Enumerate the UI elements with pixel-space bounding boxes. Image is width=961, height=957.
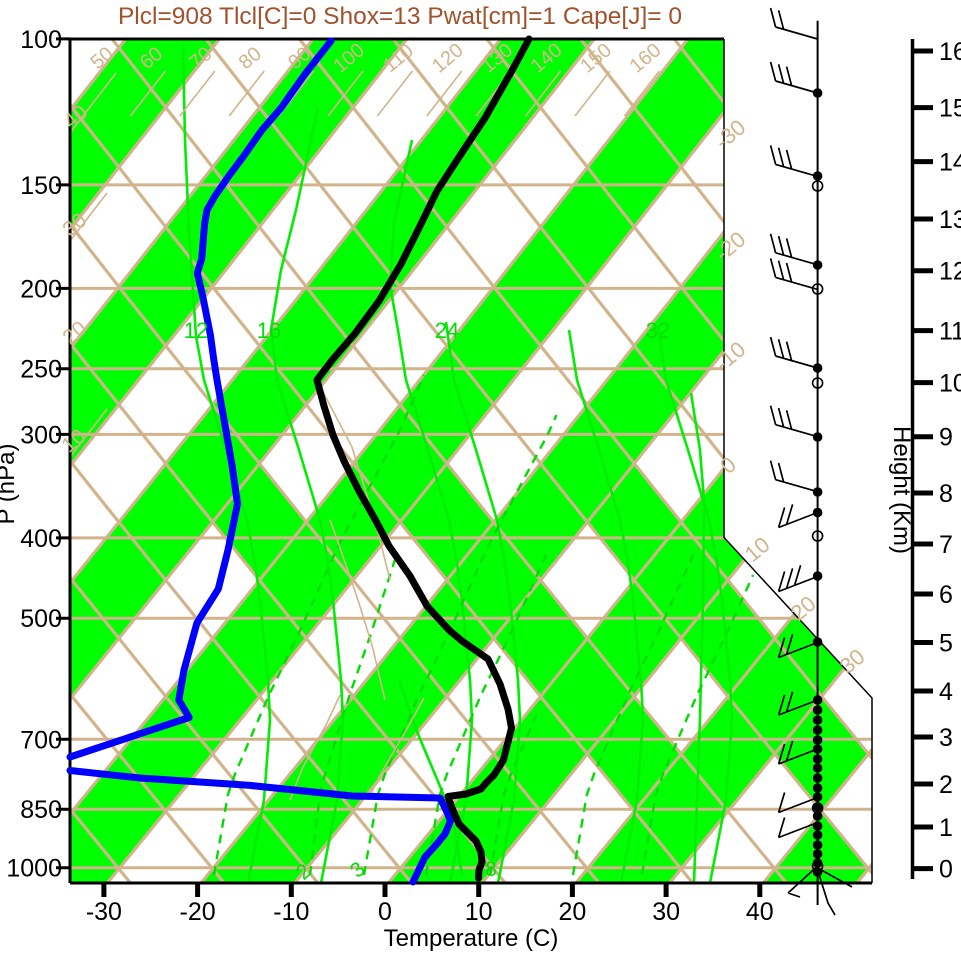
svg-text:P (hPa): P (hPa) <box>0 444 20 525</box>
svg-text:0: 0 <box>939 856 953 884</box>
svg-text:4: 4 <box>939 678 953 706</box>
svg-text:5: 5 <box>939 630 953 658</box>
svg-text:Temperature (C): Temperature (C) <box>384 925 559 952</box>
svg-text:-20: -20 <box>180 898 216 926</box>
svg-text:12: 12 <box>184 318 208 343</box>
svg-text:400: 400 <box>20 525 62 553</box>
svg-text:10: 10 <box>939 370 961 398</box>
svg-text:250: 250 <box>20 356 62 384</box>
svg-text:700: 700 <box>20 726 62 754</box>
svg-text:15: 15 <box>939 95 961 123</box>
svg-text:850: 850 <box>20 796 62 824</box>
svg-text:2: 2 <box>939 771 953 799</box>
svg-text:3: 3 <box>939 724 953 752</box>
svg-text:100: 100 <box>20 26 62 54</box>
svg-text:6: 6 <box>939 581 953 609</box>
svg-text:11: 11 <box>939 318 961 346</box>
svg-text:13: 13 <box>939 206 961 234</box>
svg-text:8: 8 <box>939 480 953 508</box>
svg-text:30: 30 <box>652 898 680 926</box>
svg-text:20: 20 <box>558 898 586 926</box>
svg-text:32: 32 <box>646 318 670 343</box>
svg-text:12: 12 <box>939 258 961 286</box>
svg-text:16: 16 <box>257 318 281 343</box>
svg-text:Height (Km): Height (Km) <box>888 426 915 554</box>
svg-text:14: 14 <box>939 149 961 177</box>
svg-text:16: 16 <box>939 38 961 66</box>
svg-text:1: 1 <box>939 814 953 842</box>
svg-text:-30: -30 <box>86 898 122 926</box>
svg-text:500: 500 <box>20 605 62 633</box>
svg-text:8: 8 <box>485 858 497 881</box>
svg-text:-10: -10 <box>273 898 309 926</box>
svg-text:7: 7 <box>939 531 953 559</box>
svg-text:9: 9 <box>939 424 953 452</box>
svg-text:1000: 1000 <box>6 855 62 883</box>
svg-text:Plcl=908 Tlcl[C]=0 Shox=13 Pwa: Plcl=908 Tlcl[C]=0 Shox=13 Pwat[cm]=1 Ca… <box>118 3 682 30</box>
svg-text:300: 300 <box>20 421 62 449</box>
svg-text:24: 24 <box>435 318 459 343</box>
svg-text:40: 40 <box>746 898 774 926</box>
svg-text:200: 200 <box>20 275 62 303</box>
svg-text:0: 0 <box>378 898 392 926</box>
svg-text:10: 10 <box>465 898 493 926</box>
svg-text:150: 150 <box>20 172 62 200</box>
